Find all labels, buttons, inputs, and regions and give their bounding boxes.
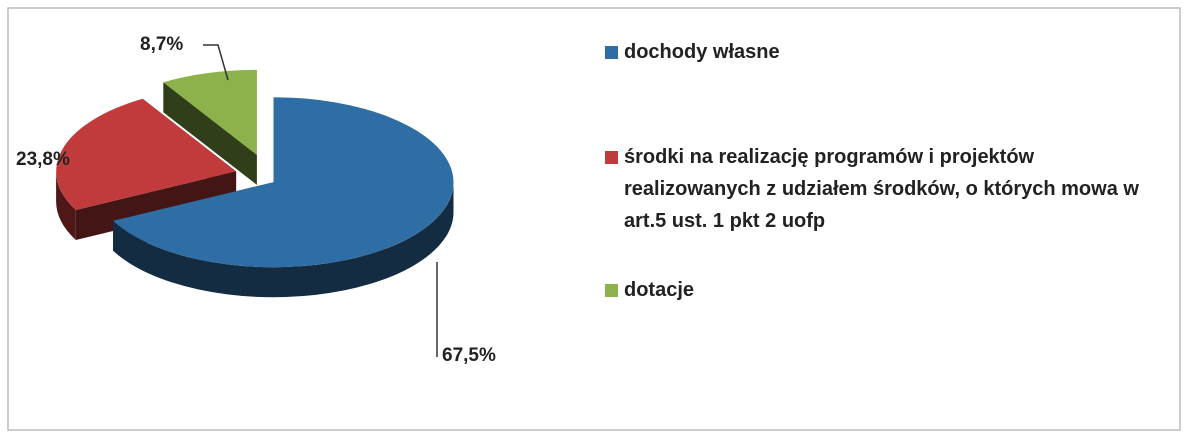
slice-side [113, 182, 454, 298]
legend-item: dochody własne [605, 36, 1165, 68]
legend-swatch [605, 151, 618, 164]
legend-swatch [605, 46, 618, 59]
chart-frame [7, 7, 1181, 431]
data-label: 23,8% [16, 149, 70, 170]
legend-label: dochody własne [624, 41, 780, 63]
legend-label: środki na realizację programów i projekt… [624, 146, 1139, 232]
legend-item: środki na realizację programów i projekt… [605, 141, 1165, 237]
pie [56, 69, 454, 298]
slice [163, 69, 257, 155]
legend-swatch [605, 284, 618, 297]
legend-label: dotacje [624, 279, 695, 301]
data-label: 67,5% [442, 345, 496, 366]
slice-side [56, 171, 76, 240]
data-label: 8,7% [140, 34, 183, 55]
legend-item: dotacje [605, 274, 1165, 306]
slice [56, 98, 237, 210]
slice-wall [163, 82, 257, 185]
slice [113, 97, 454, 268]
leader-line [203, 44, 229, 81]
